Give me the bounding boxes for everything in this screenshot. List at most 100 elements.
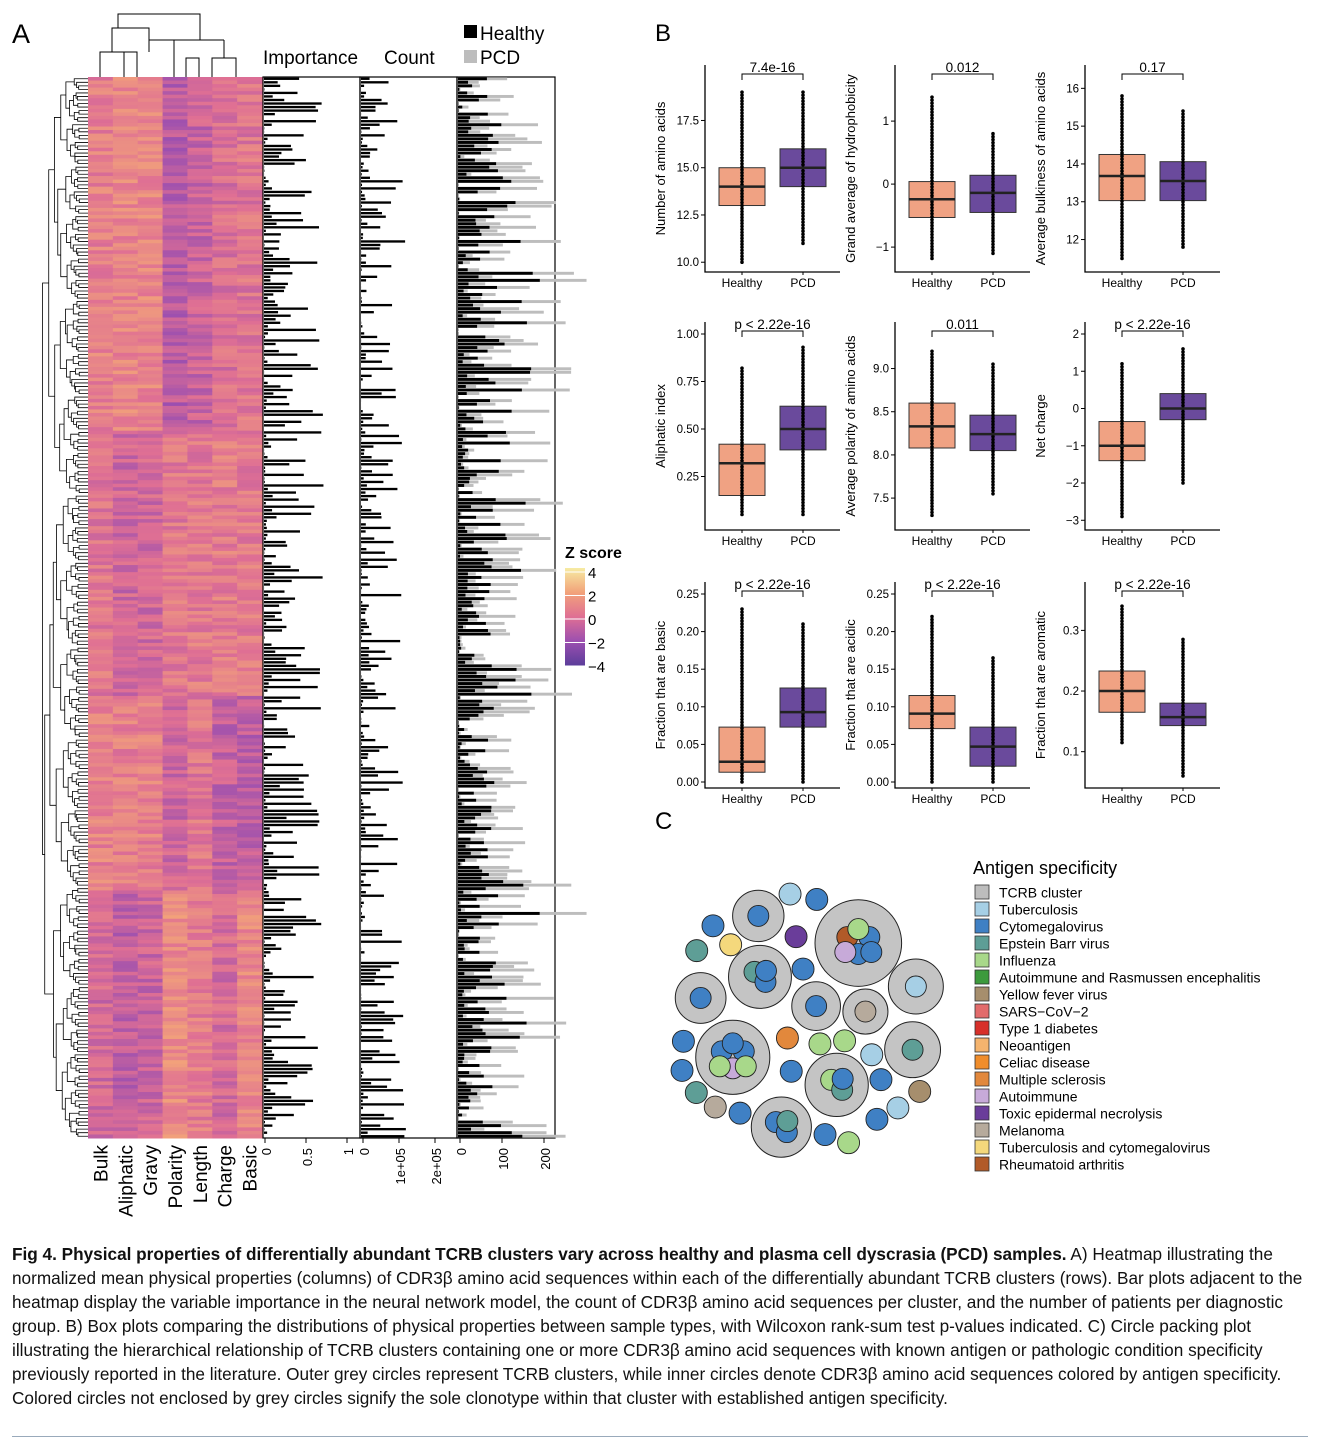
pcd-bar <box>458 331 459 335</box>
heatmap-cell <box>137 239 164 244</box>
heatmap-cell <box>212 1021 238 1026</box>
heatmap-cell <box>88 529 114 534</box>
data-point <box>1120 193 1124 198</box>
data-point <box>801 756 805 760</box>
heatmap-cell <box>187 374 213 379</box>
data-point <box>991 407 995 412</box>
heatmap-cell <box>88 847 114 853</box>
heatmap-cell <box>137 278 164 283</box>
heatmap-cell <box>187 144 213 149</box>
heatmap-cell <box>162 179 188 184</box>
heatmap-cell <box>237 642 263 647</box>
heatmap-cell <box>137 186 164 191</box>
heatmap-cell <box>212 186 238 191</box>
heatmap-cell <box>137 664 164 669</box>
heatmap-cell <box>162 1081 188 1086</box>
heatmap-cell <box>112 1060 139 1065</box>
data-point <box>740 417 744 421</box>
heatmap-cell <box>212 193 238 198</box>
heatmap-cell <box>88 777 114 782</box>
heatmap-cell <box>187 752 213 757</box>
data-point <box>1120 103 1124 107</box>
data-point <box>801 500 805 505</box>
heatmap-cell <box>137 508 164 513</box>
row-dendrogram-branch <box>70 412 78 422</box>
heatmap-cell <box>162 1113 188 1118</box>
data-point <box>930 686 934 691</box>
heatmap-cell <box>112 550 139 555</box>
count-bar <box>361 434 400 438</box>
heatmap-cell <box>88 441 114 446</box>
healthy-bar <box>458 491 473 495</box>
importance-bar <box>264 685 318 689</box>
heatmap-cell <box>187 1074 213 1079</box>
heatmap-cell <box>212 777 238 782</box>
heatmap-cell <box>212 1102 238 1107</box>
heatmap-cell <box>88 759 114 764</box>
heatmap-cell <box>237 342 263 347</box>
data-point <box>801 655 805 659</box>
data-point <box>801 678 805 683</box>
heatmap-cell <box>212 872 238 877</box>
heatmap-cell <box>137 1074 164 1079</box>
importance-bar <box>264 1028 266 1032</box>
heatmap-cell <box>112 260 139 265</box>
data-point <box>801 90 805 94</box>
data-point <box>801 408 805 412</box>
data-point <box>740 622 744 626</box>
heatmap-cell <box>212 1046 238 1051</box>
heatmap-cell <box>237 1007 263 1012</box>
sequence-circle <box>805 888 829 911</box>
heatmap-cell <box>212 862 238 867</box>
heatmap-cell <box>162 872 188 877</box>
row-dendrogram-branch <box>76 301 88 308</box>
heatmap-cell <box>88 151 114 156</box>
heatmap-cell <box>112 876 139 881</box>
heatmap-cell <box>137 805 164 810</box>
heatmap-cell <box>212 151 238 156</box>
data-point <box>1120 619 1124 624</box>
row-dendrogram-branch <box>77 1022 88 1027</box>
heatmap-cell <box>212 451 238 456</box>
pcd-bar <box>458 717 484 721</box>
data-point <box>740 693 744 698</box>
data-point <box>1120 247 1124 252</box>
heatmap-cell <box>162 168 188 173</box>
heatmap-cell <box>212 688 238 693</box>
heatmap-cell <box>237 140 263 145</box>
pcd-bar <box>458 742 466 746</box>
heatmap-cell <box>212 1035 238 1040</box>
heatmap-cell <box>112 1038 139 1044</box>
data-point <box>991 173 995 178</box>
count-bar <box>361 678 364 682</box>
row-dendrogram-branch <box>73 1042 78 1050</box>
data-point <box>740 732 744 737</box>
data-point <box>1120 151 1124 155</box>
heatmap-cell <box>137 377 164 382</box>
heatmap-cell <box>137 222 164 227</box>
heatmap-cell <box>237 731 263 736</box>
importance-bar <box>264 753 272 756</box>
heatmap-cell <box>88 1053 114 1058</box>
heatmap-cell <box>237 1123 263 1128</box>
heatmap-cell <box>137 275 164 280</box>
healthy-bar <box>458 561 485 565</box>
heatmap-cell <box>237 423 263 428</box>
heatmap-cell <box>137 724 164 729</box>
legend-swatch <box>974 1071 990 1087</box>
pcd-bar <box>458 1064 502 1067</box>
heatmap-cell <box>237 985 263 990</box>
heatmap-cell <box>88 1049 114 1054</box>
data-point <box>740 176 744 181</box>
count-bar <box>361 1067 363 1071</box>
heatmap-cell <box>137 674 164 679</box>
heatmap-cell <box>237 335 263 340</box>
data-point <box>930 184 934 189</box>
heatmap-cell <box>88 667 114 672</box>
heatmap-cell <box>112 444 139 449</box>
heatmap-cell <box>162 897 188 902</box>
heatmap-cell <box>137 342 164 347</box>
heatmap-cell <box>237 727 263 732</box>
count-bar <box>361 696 379 699</box>
heatmap-cell <box>88 872 114 877</box>
